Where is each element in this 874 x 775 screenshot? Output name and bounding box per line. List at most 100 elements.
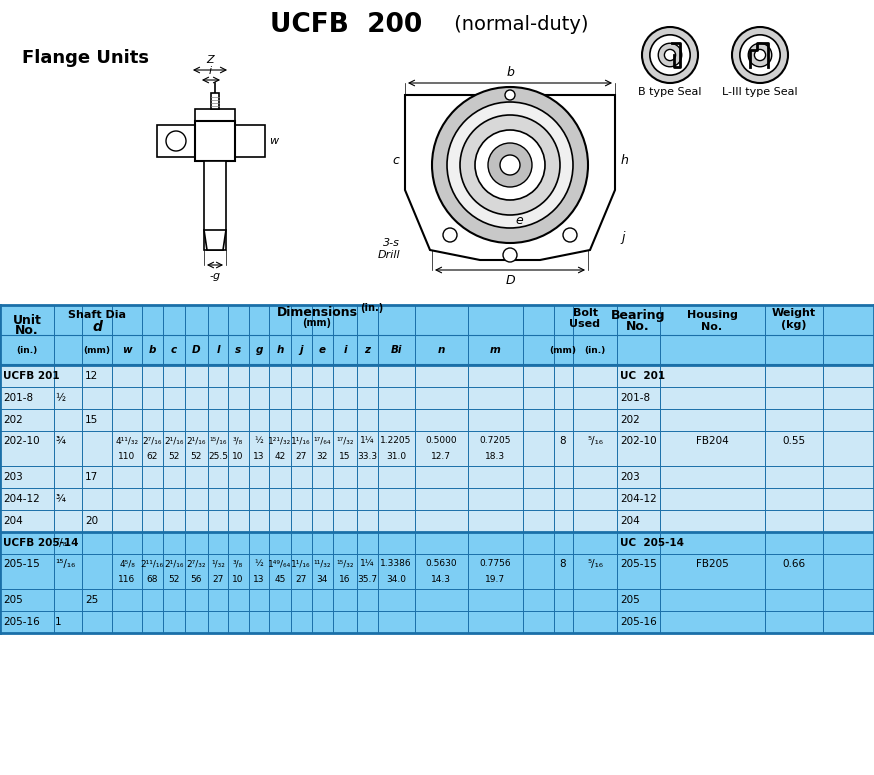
Text: 0.66: 0.66 [782, 559, 806, 569]
Text: 1¹/₁₆: 1¹/₁₆ [291, 560, 311, 568]
Text: ⁵/₁₆: ⁵/₁₆ [587, 559, 603, 569]
Text: j: j [621, 230, 625, 243]
Bar [0, 409, 874, 431]
Bar [235, 125, 265, 157]
Text: 33.3: 33.3 [357, 452, 377, 460]
Text: 18.3: 18.3 [485, 452, 505, 460]
Text: 15: 15 [85, 415, 98, 425]
Circle shape [664, 50, 676, 60]
Text: Bearing: Bearing [611, 308, 665, 322]
Text: ½: ½ [254, 436, 263, 446]
Text: FB205: FB205 [696, 559, 728, 569]
Text: ⁵/₁₆: ⁵/₁₆ [587, 436, 603, 446]
Text: 205-16: 205-16 [620, 617, 656, 627]
Circle shape [503, 248, 517, 262]
Text: 13: 13 [253, 452, 265, 460]
Text: 56: 56 [191, 575, 202, 584]
Text: D: D [191, 345, 200, 355]
Text: 204: 204 [620, 516, 640, 526]
Text: 205-15: 205-15 [3, 559, 39, 569]
Text: 205: 205 [620, 595, 640, 605]
Text: (in.): (in.) [585, 346, 606, 354]
Text: c: c [171, 345, 177, 355]
Circle shape [748, 43, 772, 67]
Text: j: j [299, 345, 302, 355]
Text: 2¹/₁₆: 2¹/₁₆ [164, 436, 184, 446]
Text: Shaft Dia: Shaft Dia [68, 310, 126, 320]
Text: 201-8: 201-8 [3, 393, 33, 403]
Text: h: h [276, 345, 284, 355]
Circle shape [432, 87, 588, 243]
Circle shape [732, 27, 788, 83]
Text: 17: 17 [85, 472, 98, 482]
Circle shape [166, 131, 186, 151]
Text: 8: 8 [559, 559, 566, 569]
Text: d: d [224, 139, 230, 149]
Text: 12.7: 12.7 [431, 452, 451, 460]
Text: 1⁴⁹/₆₄: 1⁴⁹/₆₄ [268, 560, 292, 568]
Text: 10: 10 [232, 452, 244, 460]
Text: ¹⁷/₃₂: ¹⁷/₃₂ [336, 436, 354, 446]
Bar [0, 466, 874, 488]
Bar [195, 109, 235, 121]
Text: Housing: Housing [687, 310, 738, 320]
Text: Bi: Bi [391, 345, 402, 355]
Text: No.: No. [702, 322, 723, 332]
Text: 1¹/₁₆: 1¹/₁₆ [291, 436, 311, 446]
Text: -g: -g [210, 271, 220, 281]
Bar [195, 121, 235, 161]
Text: s: s [235, 345, 241, 355]
Text: ³/₈: ³/₈ [232, 436, 243, 446]
Text: b: b [506, 66, 514, 79]
Text: 8: 8 [559, 436, 566, 446]
Text: ¾: ¾ [55, 436, 65, 446]
Bar [0, 431, 874, 466]
Text: (mm): (mm) [550, 346, 577, 354]
Text: 0.7205: 0.7205 [479, 436, 510, 446]
Circle shape [739, 35, 780, 75]
Bar [0, 611, 874, 633]
Text: n: n [437, 345, 445, 355]
Polygon shape [204, 230, 226, 250]
Text: 1²¹/₃₂: 1²¹/₃₂ [268, 436, 292, 446]
Circle shape [475, 130, 545, 200]
Text: g: g [255, 345, 263, 355]
Text: 62: 62 [146, 452, 157, 460]
Text: 116: 116 [118, 575, 135, 584]
Text: 201-8: 201-8 [620, 393, 650, 403]
Text: (mm): (mm) [84, 346, 110, 354]
Text: Dimensions: Dimensions [276, 306, 357, 319]
Text: z: z [364, 345, 370, 355]
Text: m: m [212, 132, 222, 142]
Text: 3-s: 3-s [383, 238, 400, 248]
Text: w: w [122, 345, 132, 355]
Bar [0, 532, 874, 554]
Text: 42: 42 [274, 452, 286, 460]
Circle shape [488, 143, 532, 187]
Text: b: b [149, 345, 156, 355]
Text: No.: No. [15, 323, 38, 336]
Text: 1.2205: 1.2205 [380, 436, 412, 446]
Text: 25: 25 [85, 595, 98, 605]
Text: L-III type Seal: L-III type Seal [722, 87, 798, 97]
Bar [0, 554, 874, 589]
Text: 2⁷/₁₆: 2⁷/₁₆ [142, 436, 162, 446]
Text: 0.5630: 0.5630 [425, 560, 457, 568]
Text: (in.): (in.) [360, 303, 384, 313]
Circle shape [642, 27, 698, 83]
Text: 205: 205 [3, 595, 23, 605]
Text: 202-10: 202-10 [620, 436, 656, 446]
Text: i: i [343, 345, 347, 355]
Text: 205-15: 205-15 [620, 559, 656, 569]
Text: Unit: Unit [12, 314, 41, 326]
Text: 31.0: 31.0 [386, 452, 406, 460]
Text: 2¹/₁₆: 2¹/₁₆ [186, 436, 205, 446]
Text: i: i [208, 66, 212, 76]
Text: e: e [318, 345, 325, 355]
Text: 204-12: 204-12 [3, 494, 39, 504]
Bar [0, 510, 874, 532]
Bar [157, 125, 195, 157]
Text: 15: 15 [339, 452, 350, 460]
Text: 1¼: 1¼ [360, 436, 374, 446]
Text: ¾: ¾ [55, 494, 65, 504]
